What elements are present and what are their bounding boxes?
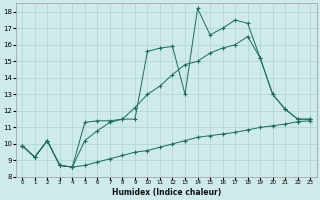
X-axis label: Humidex (Indice chaleur): Humidex (Indice chaleur) [112, 188, 221, 197]
